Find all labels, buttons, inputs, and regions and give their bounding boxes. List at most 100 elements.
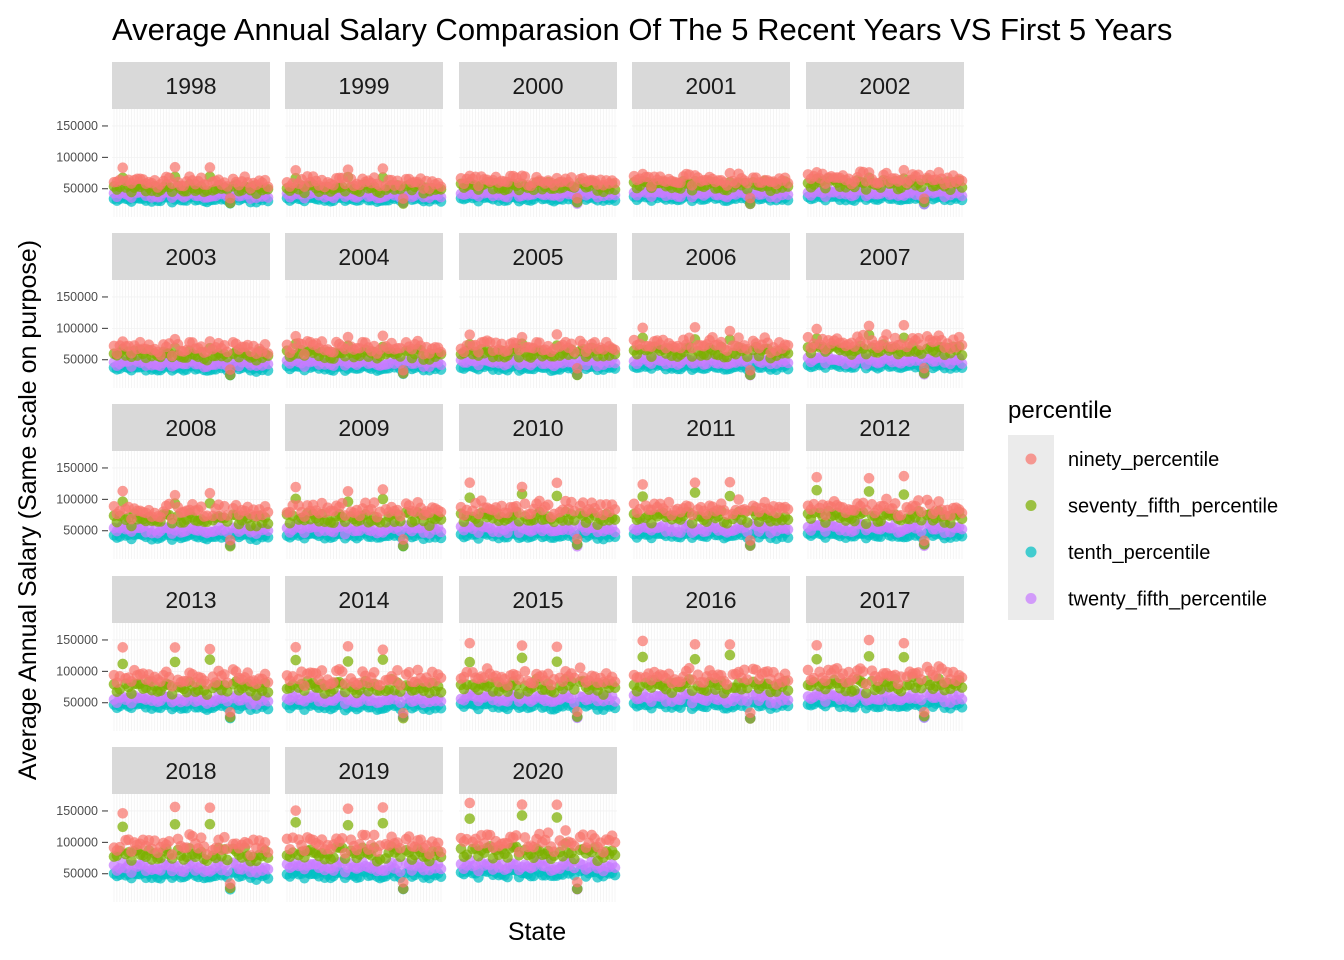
point-seventy_fifth_percentile bbox=[169, 656, 181, 668]
point-ninety_percentile bbox=[637, 478, 649, 490]
y-tick-label: 50000 bbox=[63, 524, 98, 538]
point-ninety_percentile bbox=[464, 477, 476, 489]
y-tick-label: 50000 bbox=[63, 696, 98, 710]
point-ninety_percentile bbox=[689, 477, 701, 489]
point-seventy_fifth_percentile bbox=[516, 652, 528, 664]
facet-strip-label: 2006 bbox=[685, 244, 736, 270]
point-ninety_percentile bbox=[782, 339, 794, 351]
facet-panel-2006: 2006 bbox=[628, 233, 794, 388]
points bbox=[802, 470, 968, 552]
point-seventy_fifth_percentile bbox=[863, 485, 875, 497]
y-axis-title: Average Annual Salary (Same scale on pur… bbox=[14, 240, 42, 780]
point-ninety_percentile bbox=[262, 348, 274, 359]
point-ninety_percentile bbox=[782, 503, 794, 515]
point-ninety_percentile bbox=[811, 471, 823, 483]
points bbox=[628, 167, 794, 210]
facet-panel-2015: 2015 bbox=[455, 576, 621, 731]
x-axis-title: State bbox=[508, 918, 566, 946]
point-ninety_percentile bbox=[224, 706, 236, 718]
point-ninety_percentile bbox=[472, 346, 484, 358]
facet-strip-label: 2009 bbox=[338, 415, 389, 441]
point-seventy_fifth_percentile bbox=[464, 656, 476, 668]
point-ninety_percentile bbox=[724, 325, 736, 337]
point-ninety_percentile bbox=[744, 364, 756, 376]
point-ninety_percentile bbox=[259, 338, 271, 350]
facet-strip-label: 2002 bbox=[859, 73, 910, 99]
point-ninety_percentile bbox=[204, 643, 216, 655]
point-ninety_percentile bbox=[464, 329, 476, 341]
facet-panel-2000: 2000 bbox=[455, 62, 621, 217]
point-ninety_percentile bbox=[898, 319, 910, 331]
point-ninety_percentile bbox=[571, 533, 583, 545]
points bbox=[281, 481, 447, 552]
facet-panel-2008: 2008 50000 100000 150000 bbox=[56, 404, 274, 559]
point-seventy_fifth_percentile bbox=[290, 654, 302, 666]
point-seventy_fifth_percentile bbox=[898, 489, 910, 501]
facet-strip bbox=[285, 62, 443, 109]
point-ninety_percentile bbox=[435, 346, 447, 358]
point-ninety_percentile bbox=[224, 534, 236, 546]
facet-strip bbox=[632, 62, 790, 109]
point-ninety_percentile bbox=[262, 506, 274, 518]
point-ninety_percentile bbox=[377, 644, 389, 656]
point-ninety_percentile bbox=[744, 192, 756, 204]
points bbox=[802, 319, 968, 380]
point-twenty_fifth_percentile bbox=[609, 526, 621, 538]
point-ninety_percentile bbox=[516, 481, 528, 493]
point-ninety_percentile bbox=[204, 162, 216, 173]
point-ninety_percentile bbox=[342, 164, 354, 176]
points bbox=[628, 476, 794, 552]
point-twenty_fifth_percentile bbox=[782, 357, 794, 369]
y-tick-label: 150000 bbox=[56, 290, 98, 304]
point-ninety_percentile bbox=[221, 180, 233, 192]
facet-strip-label: 2004 bbox=[338, 244, 389, 270]
facet-strip-label: 2003 bbox=[165, 244, 216, 270]
point-ninety_percentile bbox=[368, 497, 380, 509]
point-ninety_percentile bbox=[733, 494, 745, 505]
point-ninety_percentile bbox=[571, 362, 583, 374]
point-ninety_percentile bbox=[336, 666, 348, 677]
point-ninety_percentile bbox=[683, 332, 695, 344]
point-ninety_percentile bbox=[328, 676, 339, 688]
point-ninety_percentile bbox=[516, 331, 528, 343]
point-ninety_percentile bbox=[551, 477, 563, 489]
facet-strip-label: 2010 bbox=[512, 415, 563, 441]
point-ninety_percentile bbox=[117, 485, 129, 497]
point-ninety_percentile bbox=[195, 501, 207, 513]
point-ninety_percentile bbox=[918, 193, 930, 205]
facet-strip bbox=[112, 62, 270, 109]
point-ninety_percentile bbox=[224, 192, 236, 204]
y-tick-label: 150000 bbox=[56, 119, 98, 133]
point-ninety_percentile bbox=[117, 641, 129, 653]
point-ninety_percentile bbox=[397, 707, 409, 719]
facet-strip-label: 2001 bbox=[685, 73, 736, 99]
point-ninety_percentile bbox=[224, 364, 236, 376]
facet-strip-label: 1998 bbox=[165, 73, 216, 99]
point-ninety_percentile bbox=[221, 346, 233, 358]
points bbox=[455, 328, 621, 381]
point-ninety_percentile bbox=[290, 164, 302, 176]
point-twenty_fifth_percentile bbox=[956, 523, 968, 535]
points bbox=[455, 477, 621, 552]
points bbox=[455, 170, 621, 210]
point-ninety_percentile bbox=[298, 680, 310, 692]
y-tick-label: 100000 bbox=[56, 492, 98, 506]
facet-strip-label: 1999 bbox=[338, 73, 389, 99]
point-ninety_percentile bbox=[502, 679, 513, 691]
facet-strip-label: 2015 bbox=[512, 587, 563, 613]
point-ninety_percentile bbox=[262, 181, 274, 193]
point-ninety_percentile bbox=[435, 181, 447, 193]
y-tick-label: 50000 bbox=[63, 353, 98, 367]
points bbox=[108, 641, 274, 724]
point-ninety_percentile bbox=[262, 676, 274, 688]
facet-panel-2011: 2011 bbox=[628, 404, 794, 559]
points bbox=[628, 321, 794, 381]
facet-panels: 1998 50000 100000 150000 1999 2000 2001 2002 200… bbox=[56, 62, 968, 902]
point-ninety_percentile bbox=[918, 362, 930, 374]
points bbox=[108, 161, 274, 209]
point-seventy_fifth_percentile bbox=[551, 656, 563, 668]
point-seventy_fifth_percentile bbox=[125, 688, 137, 700]
point-ninety_percentile bbox=[889, 497, 901, 509]
facet-strip-label: 2011 bbox=[686, 415, 735, 441]
